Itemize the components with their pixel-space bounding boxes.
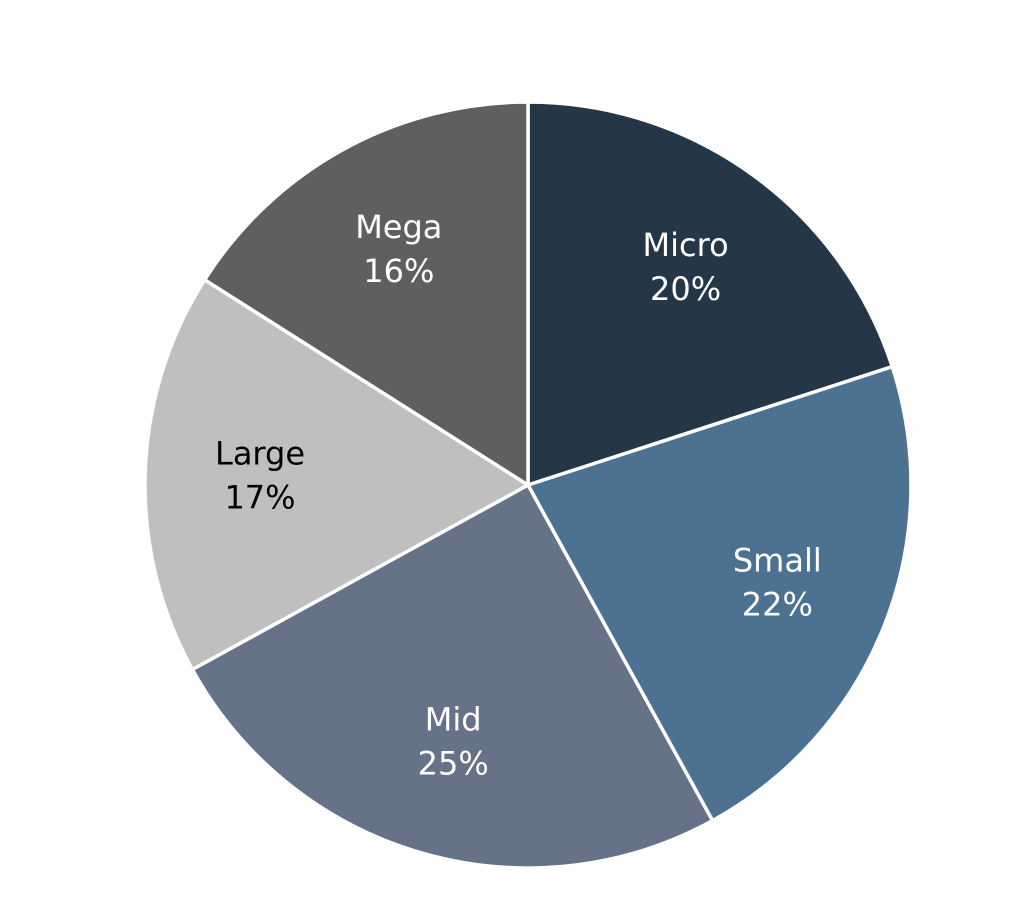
pie-slices: [143, 100, 913, 870]
slice-label-mid: Mid: [425, 701, 482, 739]
slice-label-large: Large: [215, 435, 305, 473]
pie-slice-micro: [526, 100, 894, 487]
slice-value-mid: 25%: [418, 745, 489, 783]
pie-slice-mid: [190, 483, 715, 870]
slice-label-small: Small: [733, 542, 822, 580]
slice-label-micro: Micro: [643, 226, 729, 264]
slice-value-mega: 16%: [363, 252, 434, 290]
slice-value-large: 17%: [224, 479, 295, 517]
pie-slice-mega: [202, 100, 530, 487]
pie-slice-small: [526, 364, 913, 823]
slice-value-micro: 20%: [650, 270, 721, 308]
slice-value-small: 22%: [742, 586, 813, 624]
slice-label-mega: Mega: [355, 208, 442, 246]
pie-labels: Micro 20% Small 22% Mid 25% Large 17% Mega 16%: [215, 208, 822, 782]
pie-slice-large: [143, 278, 530, 672]
